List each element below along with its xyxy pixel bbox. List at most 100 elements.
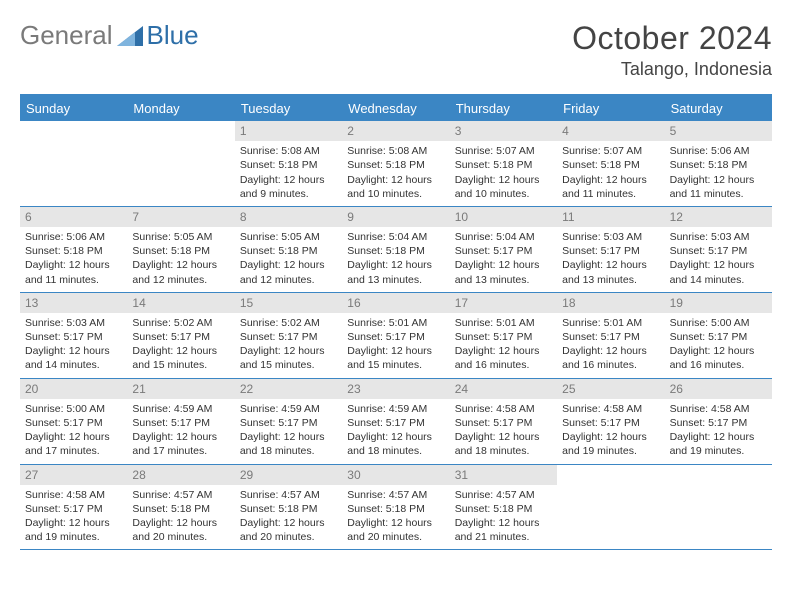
day-details: Sunrise: 4:57 AMSunset: 5:18 PMDaylight:…: [235, 485, 342, 550]
day-details: Sunrise: 4:59 AMSunset: 5:17 PMDaylight:…: [342, 399, 449, 464]
day-details: Sunrise: 5:04 AMSunset: 5:18 PMDaylight:…: [342, 227, 449, 292]
day-number: 25: [557, 379, 664, 399]
calendar-cell: 17Sunrise: 5:01 AMSunset: 5:17 PMDayligh…: [450, 293, 557, 378]
day-number: 15: [235, 293, 342, 313]
calendar-cell: 24Sunrise: 4:58 AMSunset: 5:17 PMDayligh…: [450, 379, 557, 464]
calendar-cell: [20, 121, 127, 206]
day-number: 5: [665, 121, 772, 141]
calendar: SundayMondayTuesdayWednesdayThursdayFrid…: [20, 94, 772, 550]
calendar-cell: 20Sunrise: 5:00 AMSunset: 5:17 PMDayligh…: [20, 379, 127, 464]
brand-logo: General Blue: [20, 20, 199, 51]
day-details: Sunrise: 4:58 AMSunset: 5:17 PMDaylight:…: [665, 399, 772, 464]
brand-text-2: Blue: [147, 20, 199, 51]
calendar-cell: [665, 465, 772, 550]
day-details: Sunrise: 5:07 AMSunset: 5:18 PMDaylight:…: [450, 141, 557, 206]
day-details: Sunrise: 4:58 AMSunset: 5:17 PMDaylight:…: [450, 399, 557, 464]
day-details: Sunrise: 5:06 AMSunset: 5:18 PMDaylight:…: [665, 141, 772, 206]
calendar-cell: 4Sunrise: 5:07 AMSunset: 5:18 PMDaylight…: [557, 121, 664, 206]
day-details: Sunrise: 5:02 AMSunset: 5:17 PMDaylight:…: [127, 313, 234, 378]
day-details: Sunrise: 5:01 AMSunset: 5:17 PMDaylight:…: [450, 313, 557, 378]
weekday-header: Tuesday: [235, 96, 342, 121]
calendar-cell: 27Sunrise: 4:58 AMSunset: 5:17 PMDayligh…: [20, 465, 127, 550]
day-number: 7: [127, 207, 234, 227]
weekday-header: Friday: [557, 96, 664, 121]
calendar-cell: 18Sunrise: 5:01 AMSunset: 5:17 PMDayligh…: [557, 293, 664, 378]
day-details: Sunrise: 4:58 AMSunset: 5:17 PMDaylight:…: [20, 485, 127, 550]
day-number: 6: [20, 207, 127, 227]
calendar-cell: 1Sunrise: 5:08 AMSunset: 5:18 PMDaylight…: [235, 121, 342, 206]
day-details: Sunrise: 5:08 AMSunset: 5:18 PMDaylight:…: [235, 141, 342, 206]
location-label: Talango, Indonesia: [572, 59, 772, 80]
calendar-cell: 2Sunrise: 5:08 AMSunset: 5:18 PMDaylight…: [342, 121, 449, 206]
calendar-cell: 6Sunrise: 5:06 AMSunset: 5:18 PMDaylight…: [20, 207, 127, 292]
day-number: 30: [342, 465, 449, 485]
day-number: 11: [557, 207, 664, 227]
day-number: 29: [235, 465, 342, 485]
day-number: 20: [20, 379, 127, 399]
day-details: Sunrise: 5:07 AMSunset: 5:18 PMDaylight:…: [557, 141, 664, 206]
calendar-week: 20Sunrise: 5:00 AMSunset: 5:17 PMDayligh…: [20, 379, 772, 465]
day-number: 22: [235, 379, 342, 399]
day-number: 16: [342, 293, 449, 313]
calendar-cell: 9Sunrise: 5:04 AMSunset: 5:18 PMDaylight…: [342, 207, 449, 292]
weekday-header: Monday: [127, 96, 234, 121]
day-details: Sunrise: 4:57 AMSunset: 5:18 PMDaylight:…: [450, 485, 557, 550]
day-number: 12: [665, 207, 772, 227]
day-details: Sunrise: 5:08 AMSunset: 5:18 PMDaylight:…: [342, 141, 449, 206]
day-number: 27: [20, 465, 127, 485]
day-number: 10: [450, 207, 557, 227]
day-number: 23: [342, 379, 449, 399]
day-number: 19: [665, 293, 772, 313]
calendar-header-row: SundayMondayTuesdayWednesdayThursdayFrid…: [20, 96, 772, 121]
day-details: Sunrise: 5:06 AMSunset: 5:18 PMDaylight:…: [20, 227, 127, 292]
day-number: 18: [557, 293, 664, 313]
day-number: 31: [450, 465, 557, 485]
day-details: Sunrise: 5:03 AMSunset: 5:17 PMDaylight:…: [665, 227, 772, 292]
calendar-cell: 13Sunrise: 5:03 AMSunset: 5:17 PMDayligh…: [20, 293, 127, 378]
day-number: 24: [450, 379, 557, 399]
calendar-cell: 8Sunrise: 5:05 AMSunset: 5:18 PMDaylight…: [235, 207, 342, 292]
weekday-header: Saturday: [665, 96, 772, 121]
day-details: Sunrise: 5:00 AMSunset: 5:17 PMDaylight:…: [20, 399, 127, 464]
day-number: 14: [127, 293, 234, 313]
day-details: Sunrise: 5:01 AMSunset: 5:17 PMDaylight:…: [557, 313, 664, 378]
calendar-cell: 26Sunrise: 4:58 AMSunset: 5:17 PMDayligh…: [665, 379, 772, 464]
day-number: 4: [557, 121, 664, 141]
day-details: Sunrise: 4:57 AMSunset: 5:18 PMDaylight:…: [342, 485, 449, 550]
calendar-cell: 11Sunrise: 5:03 AMSunset: 5:17 PMDayligh…: [557, 207, 664, 292]
calendar-cell: [127, 121, 234, 206]
weekday-header: Thursday: [450, 96, 557, 121]
day-details: Sunrise: 5:03 AMSunset: 5:17 PMDaylight:…: [20, 313, 127, 378]
weekday-header: Wednesday: [342, 96, 449, 121]
brand-triangle-icon: [115, 20, 145, 51]
day-number: 13: [20, 293, 127, 313]
calendar-cell: 30Sunrise: 4:57 AMSunset: 5:18 PMDayligh…: [342, 465, 449, 550]
calendar-week: 1Sunrise: 5:08 AMSunset: 5:18 PMDaylight…: [20, 121, 772, 207]
day-details: Sunrise: 4:59 AMSunset: 5:17 PMDaylight:…: [235, 399, 342, 464]
day-number: 28: [127, 465, 234, 485]
calendar-cell: 22Sunrise: 4:59 AMSunset: 5:17 PMDayligh…: [235, 379, 342, 464]
calendar-cell: 3Sunrise: 5:07 AMSunset: 5:18 PMDaylight…: [450, 121, 557, 206]
calendar-cell: 29Sunrise: 4:57 AMSunset: 5:18 PMDayligh…: [235, 465, 342, 550]
day-number: 26: [665, 379, 772, 399]
calendar-week: 13Sunrise: 5:03 AMSunset: 5:17 PMDayligh…: [20, 293, 772, 379]
calendar-cell: 5Sunrise: 5:06 AMSunset: 5:18 PMDaylight…: [665, 121, 772, 206]
calendar-cell: 21Sunrise: 4:59 AMSunset: 5:17 PMDayligh…: [127, 379, 234, 464]
calendar-cell: 14Sunrise: 5:02 AMSunset: 5:17 PMDayligh…: [127, 293, 234, 378]
day-details: Sunrise: 5:03 AMSunset: 5:17 PMDaylight:…: [557, 227, 664, 292]
day-number: 21: [127, 379, 234, 399]
month-title: October 2024: [572, 20, 772, 57]
day-details: Sunrise: 4:57 AMSunset: 5:18 PMDaylight:…: [127, 485, 234, 550]
day-details: Sunrise: 4:58 AMSunset: 5:17 PMDaylight:…: [557, 399, 664, 464]
day-details: Sunrise: 5:05 AMSunset: 5:18 PMDaylight:…: [127, 227, 234, 292]
day-number: 8: [235, 207, 342, 227]
calendar-week: 27Sunrise: 4:58 AMSunset: 5:17 PMDayligh…: [20, 465, 772, 551]
calendar-cell: 28Sunrise: 4:57 AMSunset: 5:18 PMDayligh…: [127, 465, 234, 550]
calendar-cell: 25Sunrise: 4:58 AMSunset: 5:17 PMDayligh…: [557, 379, 664, 464]
calendar-cell: 31Sunrise: 4:57 AMSunset: 5:18 PMDayligh…: [450, 465, 557, 550]
day-number: 2: [342, 121, 449, 141]
calendar-cell: 7Sunrise: 5:05 AMSunset: 5:18 PMDaylight…: [127, 207, 234, 292]
calendar-cell: 12Sunrise: 5:03 AMSunset: 5:17 PMDayligh…: [665, 207, 772, 292]
day-number: 3: [450, 121, 557, 141]
day-number: 1: [235, 121, 342, 141]
